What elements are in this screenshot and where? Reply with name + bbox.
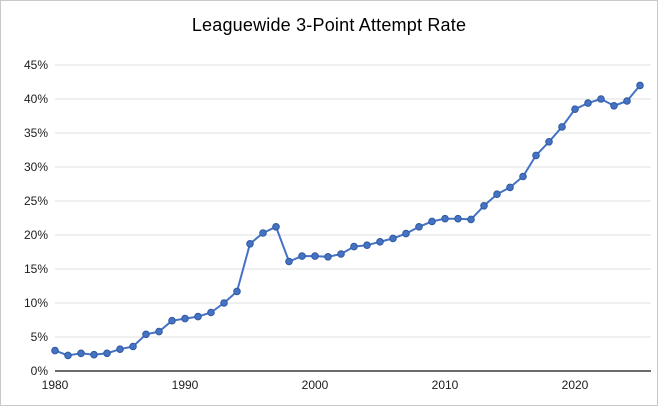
x-tick-label-2010: 2010 xyxy=(432,378,459,392)
data-point-1984 xyxy=(103,349,111,358)
data-point-1990 xyxy=(181,314,189,323)
data-point-1983 xyxy=(90,350,98,359)
data-point-2011 xyxy=(454,214,462,223)
data-point-2021 xyxy=(584,99,592,107)
data-point-1981 xyxy=(64,351,72,360)
data-point-1988 xyxy=(155,327,163,336)
data-point-2013 xyxy=(480,202,488,210)
data-point-2018 xyxy=(545,138,553,146)
data-point-2022 xyxy=(597,95,605,103)
data-point-1985 xyxy=(116,345,124,354)
data-point-1993 xyxy=(220,299,228,307)
data-point-2000 xyxy=(311,252,319,260)
data-point-2003 xyxy=(350,242,358,251)
y-tick-label-30: 30% xyxy=(24,160,48,174)
x-tick-label-2020: 2020 xyxy=(562,378,589,392)
data-point-2023 xyxy=(610,102,618,110)
data-point-1992 xyxy=(207,308,215,317)
chart-title: Leaguewide 3-Point Attempt Rate xyxy=(191,15,467,35)
data-point-2016 xyxy=(519,172,527,181)
y-tick-label-35: 35% xyxy=(24,126,48,140)
y-tick-label-25: 25% xyxy=(24,194,48,208)
data-point-2007 xyxy=(402,229,410,238)
data-point-2008 xyxy=(415,223,423,231)
data-point-1998 xyxy=(285,257,293,266)
data-point-1991 xyxy=(194,312,202,321)
data-point-2020 xyxy=(571,105,579,113)
series-line xyxy=(54,84,641,357)
data-point-2015 xyxy=(506,183,514,192)
x-tick-label-1980: 1980 xyxy=(42,378,69,392)
data-point-1989 xyxy=(168,316,176,325)
data-point-1987 xyxy=(142,330,150,339)
x-tick-label-1990: 1990 xyxy=(172,378,199,392)
data-point-2006 xyxy=(389,234,397,243)
data-point-1994 xyxy=(233,287,241,296)
y-tick-label-40: 40% xyxy=(24,92,48,106)
y-tick-label-45: 45% xyxy=(24,58,48,72)
data-point-2014 xyxy=(493,190,501,198)
y-tick-label-15: 15% xyxy=(24,262,48,276)
data-point-1986 xyxy=(129,342,137,351)
data-point-2010 xyxy=(441,214,449,223)
data-point-2017 xyxy=(532,151,540,160)
x-tick-label-2000: 2000 xyxy=(302,378,329,392)
data-point-1980 xyxy=(51,346,59,355)
y-tick-label-10: 10% xyxy=(24,296,48,310)
data-point-2019 xyxy=(558,123,566,131)
data-point-2004 xyxy=(363,241,371,249)
data-point-1996 xyxy=(259,229,267,237)
data-point-2002 xyxy=(337,250,345,258)
data-point-2005 xyxy=(376,238,384,246)
data-point-1999 xyxy=(298,252,306,260)
data-point-1997 xyxy=(272,223,280,231)
data-point-2025 xyxy=(636,81,644,90)
y-tick-label-20: 20% xyxy=(24,228,48,242)
data-point-1995 xyxy=(246,240,254,248)
y-tick-label-0: 0% xyxy=(31,364,49,378)
data-point-2001 xyxy=(324,253,332,261)
data-point-2012 xyxy=(467,215,475,224)
data-point-2009 xyxy=(428,217,436,226)
data-point-2024 xyxy=(623,97,631,105)
data-point-1982 xyxy=(77,349,85,358)
y-tick-label-5: 5% xyxy=(31,330,49,344)
